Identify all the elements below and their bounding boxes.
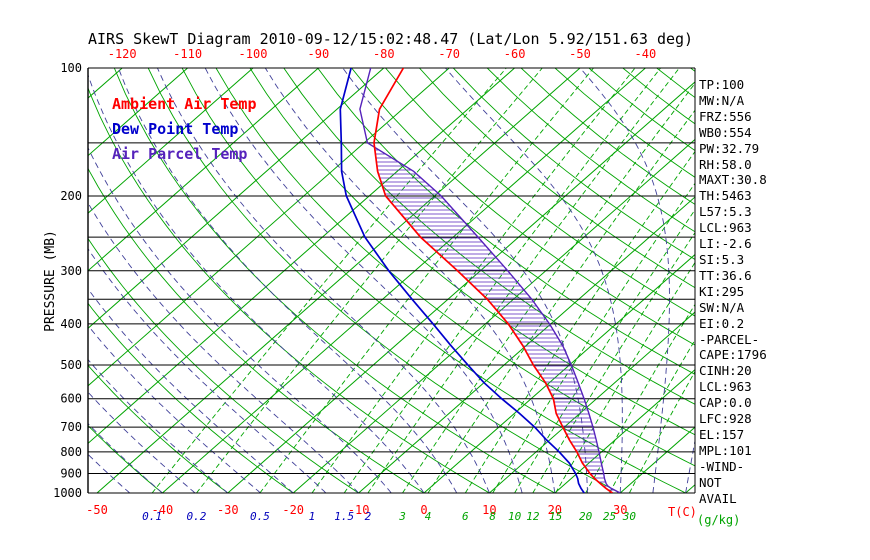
bottom-temp-tick-label: -50 xyxy=(86,503,108,517)
legend-dew-point-temp: Dew Point Temp xyxy=(112,120,239,138)
mixing-ratio-label: 4 xyxy=(425,510,432,523)
isotherm-lines xyxy=(88,68,695,493)
stat-line: AVAIL xyxy=(699,490,737,506)
stat-line: CINH:20 xyxy=(699,363,752,379)
mixing-ratio-label: 15 xyxy=(549,510,562,523)
pressure-tick-label: 100 xyxy=(60,61,82,75)
stat-line: L57:5.3 xyxy=(699,204,752,220)
chart-legend: Ambient Air Temp Dew Point Temp Air Parc… xyxy=(112,92,257,167)
top-temp-tick-label: -40 xyxy=(635,47,657,61)
legend-air-parcel-temp: Air Parcel Temp xyxy=(112,145,248,163)
legend-ambient-air-temp: Ambient Air Temp xyxy=(112,95,257,113)
stat-line: MAXT:30.8 xyxy=(699,172,767,188)
bottom-temp-tick-label: -40 xyxy=(152,503,174,517)
bottom-temp-tick-label: -10 xyxy=(348,503,370,517)
pressure-tick-label: 200 xyxy=(60,189,82,203)
stat-line: SI:5.3 xyxy=(699,251,745,267)
pressure-tick-label: 1000 xyxy=(53,486,82,500)
pressure-tick-label: 900 xyxy=(60,467,82,481)
stat-line: TP:100 xyxy=(699,77,745,92)
stat-line: LI:-2.6 xyxy=(699,236,752,252)
stat-line: PW:32.79 xyxy=(699,140,760,156)
stat-line: TH:5463 xyxy=(699,188,752,204)
mixing-ratio-label: 1.5 xyxy=(334,510,354,523)
stat-line: SW:N/A xyxy=(699,299,745,315)
pressure-grid-lines xyxy=(88,67,695,494)
stat-line: NOT xyxy=(699,474,722,490)
mixing-unit-label: (g/kg) xyxy=(697,513,740,527)
stat-line: KI:295 xyxy=(699,283,745,299)
cape-hatching xyxy=(374,149,615,491)
bottom-temp-tick-label: -30 xyxy=(217,503,239,517)
mixing-ratio-label: 25 xyxy=(603,510,616,523)
mixing-ratio-label: 10 xyxy=(508,510,522,523)
parcel-curve xyxy=(359,68,621,493)
temperature-curve xyxy=(373,68,613,493)
stat-line: LCL:963 xyxy=(699,220,752,236)
dewpoint-curve xyxy=(339,68,585,493)
mixing-ratio-label: 0.5 xyxy=(250,510,270,523)
pressure-tick-label: 600 xyxy=(60,392,82,406)
mixing-ratio-label: 1 xyxy=(309,510,316,523)
stat-line: MPL:101 xyxy=(699,442,752,458)
chart-title: AIRS SkewT Diagram 2010-09-12/15:02:48.4… xyxy=(88,30,694,48)
mixing-ratio-label: 0.2 xyxy=(187,510,207,523)
mixing-ratio-label: 30 xyxy=(622,510,637,523)
mixing-ratio-label: 3 xyxy=(398,510,406,523)
stat-line: LFC:928 xyxy=(699,411,752,427)
bottom-temp-tick-label: 20 xyxy=(548,503,562,517)
stat-line: CAPE:1796 xyxy=(699,347,767,363)
sounding-curves xyxy=(339,68,621,493)
top-temp-tick-label: -120 xyxy=(108,47,137,61)
stats-panel: TP:100 MW:N/A FRZ:556 WB0:554 PW:32.79 RH:58.… xyxy=(699,77,767,506)
top-temp-tick-label: -80 xyxy=(373,47,395,61)
top-temp-tick-label: -70 xyxy=(438,47,460,61)
pressure-tick-label: 500 xyxy=(60,358,82,372)
bottom-temp-tick-label: 10 xyxy=(482,503,496,517)
pressure-axis-title: PRESSURE (MB) xyxy=(43,230,58,332)
stat-line: CAP:0.0 xyxy=(699,395,752,411)
stat-line: WB0:554 xyxy=(699,124,752,140)
stat-line: -WIND- xyxy=(699,458,745,474)
bottom-temp-tick-label: 0 xyxy=(420,503,427,517)
pressure-tick-label: 300 xyxy=(60,264,82,278)
stat-line: RH:58.0 xyxy=(699,156,752,172)
mixing-ratio-label: 2 xyxy=(365,510,372,523)
temp-unit-label: T(C) xyxy=(668,505,697,519)
stat-line: TT:36.6 xyxy=(699,267,752,283)
stat-line: EL:157 xyxy=(699,426,745,442)
mixing-ratio-label: 6 xyxy=(462,510,469,523)
stat-line: LCL:963 xyxy=(699,379,752,395)
top-temp-tick-label: -90 xyxy=(308,47,330,61)
stat-line: -PARCEL- xyxy=(699,331,760,347)
bottom-temp-tick-label: -20 xyxy=(282,503,304,517)
bottom-temp-tick-label: 30 xyxy=(613,503,627,517)
top-temp-tick-label: -60 xyxy=(504,47,526,61)
mixing-ratio-label: 0.1 xyxy=(142,510,162,523)
pressure-tick-label: 400 xyxy=(60,317,82,331)
stat-line: EI:0.2 xyxy=(699,315,745,331)
top-temp-tick-label: -50 xyxy=(569,47,591,61)
top-temp-tick-label: -100 xyxy=(239,47,268,61)
mixing-ratio-label: 12 xyxy=(526,510,540,523)
axis-labels: -120 -110 -100 -90 -80 -70 -60 -50 -401002003004… xyxy=(53,47,656,523)
mixing-ratio-label: 8 xyxy=(489,510,496,523)
pressure-tick-label: 800 xyxy=(60,445,82,459)
axis-frame xyxy=(87,68,696,493)
stat-line: MW:N/A xyxy=(699,92,745,108)
stat-line: FRZ:556 xyxy=(699,108,752,124)
top-temp-tick-label: -110 xyxy=(173,47,202,61)
pressure-tick-label: 700 xyxy=(60,420,82,434)
mixing-ratio-label: 20 xyxy=(579,510,593,523)
